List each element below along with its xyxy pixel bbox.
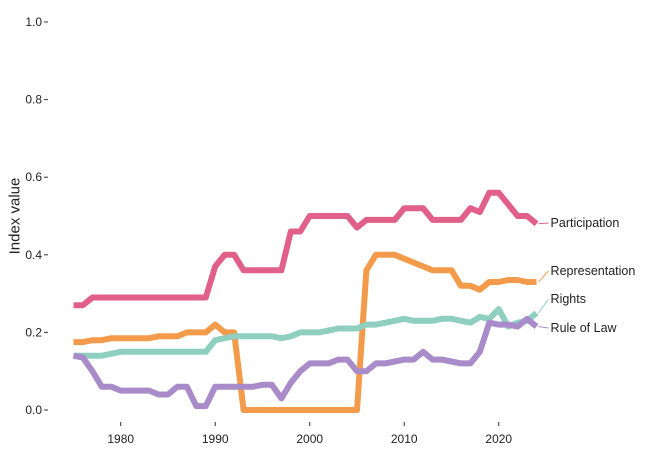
y-tick-label: 0.6 bbox=[25, 170, 42, 184]
x-tick-label: 2000 bbox=[296, 432, 323, 446]
y-tick-label: 0.0 bbox=[25, 403, 42, 417]
y-tick-label: 1.0 bbox=[25, 15, 42, 29]
x-tick-label: 2010 bbox=[391, 432, 418, 446]
series-line-rule-of-law bbox=[72, 315, 539, 410]
series-label: Rights bbox=[551, 292, 586, 306]
x-tick-label: 1990 bbox=[202, 432, 229, 446]
series-lines bbox=[72, 189, 539, 413]
series-label-leader bbox=[538, 222, 549, 225]
series-label-leader bbox=[538, 326, 549, 329]
y-tick-label: 0.2 bbox=[25, 325, 42, 339]
y-tick-label: 0.8 bbox=[25, 93, 42, 107]
series-line-rights bbox=[73, 306, 539, 359]
x-tick-label: 1980 bbox=[107, 432, 134, 446]
series-label-leader bbox=[538, 298, 549, 314]
x-axis: 1980 1990 2000 2010 2020 bbox=[107, 422, 512, 446]
y-axis: 0.0 0.2 0.4 0.6 0.8 1.0 bbox=[25, 15, 48, 417]
series-line-representation bbox=[73, 251, 537, 413]
series-line-participation bbox=[73, 189, 539, 309]
series-label: Participation bbox=[551, 216, 620, 230]
series-label: Representation bbox=[551, 264, 636, 278]
y-axis-title: Index value bbox=[6, 178, 23, 255]
y-tick-label: 0.4 bbox=[25, 248, 42, 262]
series-label-leader bbox=[538, 270, 549, 283]
series-label: Rule of Law bbox=[551, 321, 618, 335]
series-labels: Participation Representation Rights Rule of… bbox=[538, 216, 636, 335]
x-tick-label: 2020 bbox=[485, 432, 512, 446]
